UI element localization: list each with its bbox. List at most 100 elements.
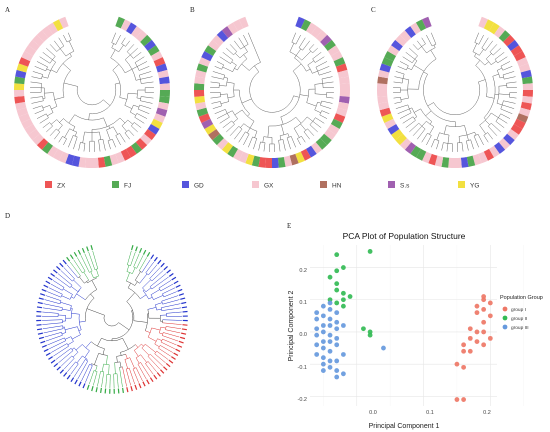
tree-d-tip-label <box>168 359 174 364</box>
tree-d-tip-label <box>130 244 134 251</box>
tree-branch <box>131 66 138 70</box>
tree-branch <box>98 139 101 152</box>
tree-d-branch <box>76 355 83 364</box>
tree-d-arc <box>126 280 135 286</box>
tree-arc <box>500 66 504 71</box>
ring-segment <box>488 145 500 158</box>
pca-point <box>340 303 346 309</box>
tree-d-tip <box>136 377 139 383</box>
tree-d-tip <box>52 280 59 284</box>
tree-branch <box>34 66 46 72</box>
tree-d-tip <box>174 331 181 334</box>
tree-d-arc <box>147 327 152 338</box>
tree-d-tip <box>169 287 176 291</box>
ring-segment <box>147 124 160 135</box>
tree-d-arc <box>145 272 149 276</box>
tree-d-branch <box>62 308 71 311</box>
tree-branch <box>478 79 486 83</box>
tree-branch <box>423 71 428 75</box>
tree-branch <box>134 122 142 128</box>
tree-d-branch <box>155 302 163 305</box>
tree-branch <box>247 127 251 134</box>
tree-d-tip-label <box>159 369 165 374</box>
tree-d-tip-label <box>40 293 46 296</box>
tree-branch <box>421 37 426 44</box>
tree-branch <box>44 92 54 94</box>
tree-d-arc <box>73 347 79 353</box>
tree-d-arc <box>150 294 154 300</box>
tree-d-tip-label <box>59 369 65 374</box>
tree-d-branch <box>160 286 169 292</box>
tree-branch <box>102 139 106 151</box>
tree-d-tip-label <box>37 328 43 331</box>
ring-segment <box>518 63 531 73</box>
ring-segment <box>53 148 64 161</box>
tree-d-arc <box>82 344 90 351</box>
ring-segment <box>327 45 340 57</box>
tree-arc <box>496 86 500 104</box>
tree-arc <box>121 43 126 47</box>
tree-d-branch <box>118 322 130 331</box>
tree-branch <box>317 66 330 72</box>
tree-d-tip-label <box>171 276 177 281</box>
tree-branch <box>241 98 252 104</box>
ring-segment <box>258 156 267 168</box>
tree-branch <box>474 132 477 136</box>
tree-d-branch <box>94 353 99 365</box>
tree-branch <box>464 125 468 136</box>
tree-d-branch <box>61 332 66 335</box>
pca-plot: PCA Plot of Population Structure Princip… <box>288 231 543 430</box>
pca-legend-title: Population Group <box>500 295 543 301</box>
tree-branch <box>498 85 507 87</box>
tree-branch <box>495 121 505 128</box>
tree-arc <box>107 138 113 141</box>
panel-letter-e: E <box>287 222 291 230</box>
tree-d-branch <box>73 363 79 370</box>
tree-d-branch <box>125 368 130 380</box>
tree-d-tip-label <box>179 336 186 340</box>
tree-branch <box>291 32 296 43</box>
ring-segment <box>216 138 229 150</box>
tree-arc <box>239 90 250 115</box>
tree-d-branch <box>75 344 83 351</box>
tree-d-tip-label <box>156 372 161 377</box>
tree-branch <box>309 124 318 133</box>
tree-d-branch <box>79 276 85 284</box>
pca-xlabel: Principal Component 1 <box>369 423 440 430</box>
tree-d-tip-label <box>178 293 184 296</box>
tree-d-branch <box>129 357 135 369</box>
tree-branch <box>50 69 57 73</box>
tree-branch <box>220 93 228 95</box>
tree-arc <box>401 73 405 84</box>
tree-d-tip-label <box>134 384 138 390</box>
ring-segment <box>460 156 469 168</box>
legend-swatch <box>45 181 52 188</box>
pca-point <box>340 323 346 328</box>
ring-segment <box>155 63 168 73</box>
ring-segment <box>503 34 515 47</box>
pca-point <box>327 332 333 338</box>
tree-d-tip <box>50 283 57 288</box>
ring-segment <box>379 107 392 117</box>
tree-branch <box>315 56 325 63</box>
tree-branch <box>301 136 306 143</box>
tree-d-tip <box>143 257 148 263</box>
tree-d-tip <box>88 378 92 385</box>
tree-d-branch <box>108 364 110 375</box>
ring-segment <box>306 22 317 35</box>
pca-point <box>320 339 326 344</box>
tree-arc <box>233 83 235 97</box>
tree-d-branch <box>154 353 162 360</box>
tree-d-tip-label <box>41 288 47 292</box>
tree-branch <box>484 61 489 66</box>
ring-segment <box>239 151 249 164</box>
tree-d-tip-label <box>181 332 187 335</box>
ring-segment <box>315 138 328 150</box>
ring-segment <box>15 69 27 79</box>
tree-d-tip-label <box>181 328 187 331</box>
pca-point <box>454 397 460 402</box>
tree-d-branch <box>105 374 108 382</box>
pca-point <box>334 252 340 258</box>
ring-segment <box>208 39 220 52</box>
tree-arc <box>473 133 479 137</box>
